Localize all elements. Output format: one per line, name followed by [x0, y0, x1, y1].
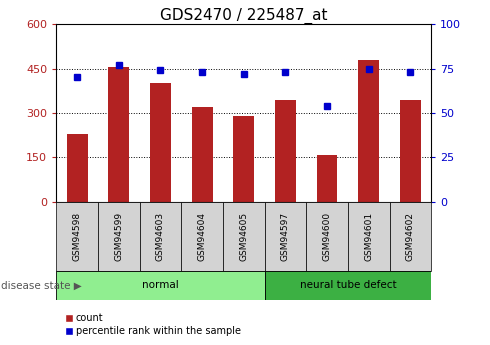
Text: GSM94602: GSM94602: [406, 212, 415, 261]
Bar: [275, 100, 296, 202]
Bar: [233, 116, 254, 202]
Bar: [192, 107, 213, 202]
Bar: [390, 202, 431, 271]
Bar: [181, 202, 223, 271]
Bar: [306, 202, 348, 271]
Bar: [317, 155, 338, 202]
Text: disease state ▶: disease state ▶: [1, 280, 82, 290]
Bar: [140, 202, 181, 271]
Bar: [56, 271, 265, 300]
Bar: [223, 202, 265, 271]
Text: GSM94599: GSM94599: [114, 212, 123, 261]
Text: GSM94597: GSM94597: [281, 212, 290, 261]
Text: GSM94601: GSM94601: [364, 212, 373, 261]
Bar: [265, 202, 306, 271]
Text: GSM94603: GSM94603: [156, 212, 165, 261]
Bar: [108, 67, 129, 202]
Bar: [56, 202, 98, 271]
Text: GSM94604: GSM94604: [197, 212, 207, 261]
Bar: [67, 134, 88, 202]
Text: GSM94605: GSM94605: [239, 212, 248, 261]
Text: GSM94598: GSM94598: [73, 212, 82, 261]
Text: normal: normal: [142, 280, 179, 290]
Bar: [150, 83, 171, 202]
Text: GSM94600: GSM94600: [322, 212, 332, 261]
Bar: [265, 271, 431, 300]
Text: neural tube defect: neural tube defect: [299, 280, 396, 290]
Title: GDS2470 / 225487_at: GDS2470 / 225487_at: [160, 8, 327, 24]
Bar: [98, 202, 140, 271]
Legend: count, percentile rank within the sample: count, percentile rank within the sample: [61, 309, 245, 340]
Bar: [400, 100, 421, 202]
Bar: [348, 202, 390, 271]
Bar: [358, 60, 379, 202]
